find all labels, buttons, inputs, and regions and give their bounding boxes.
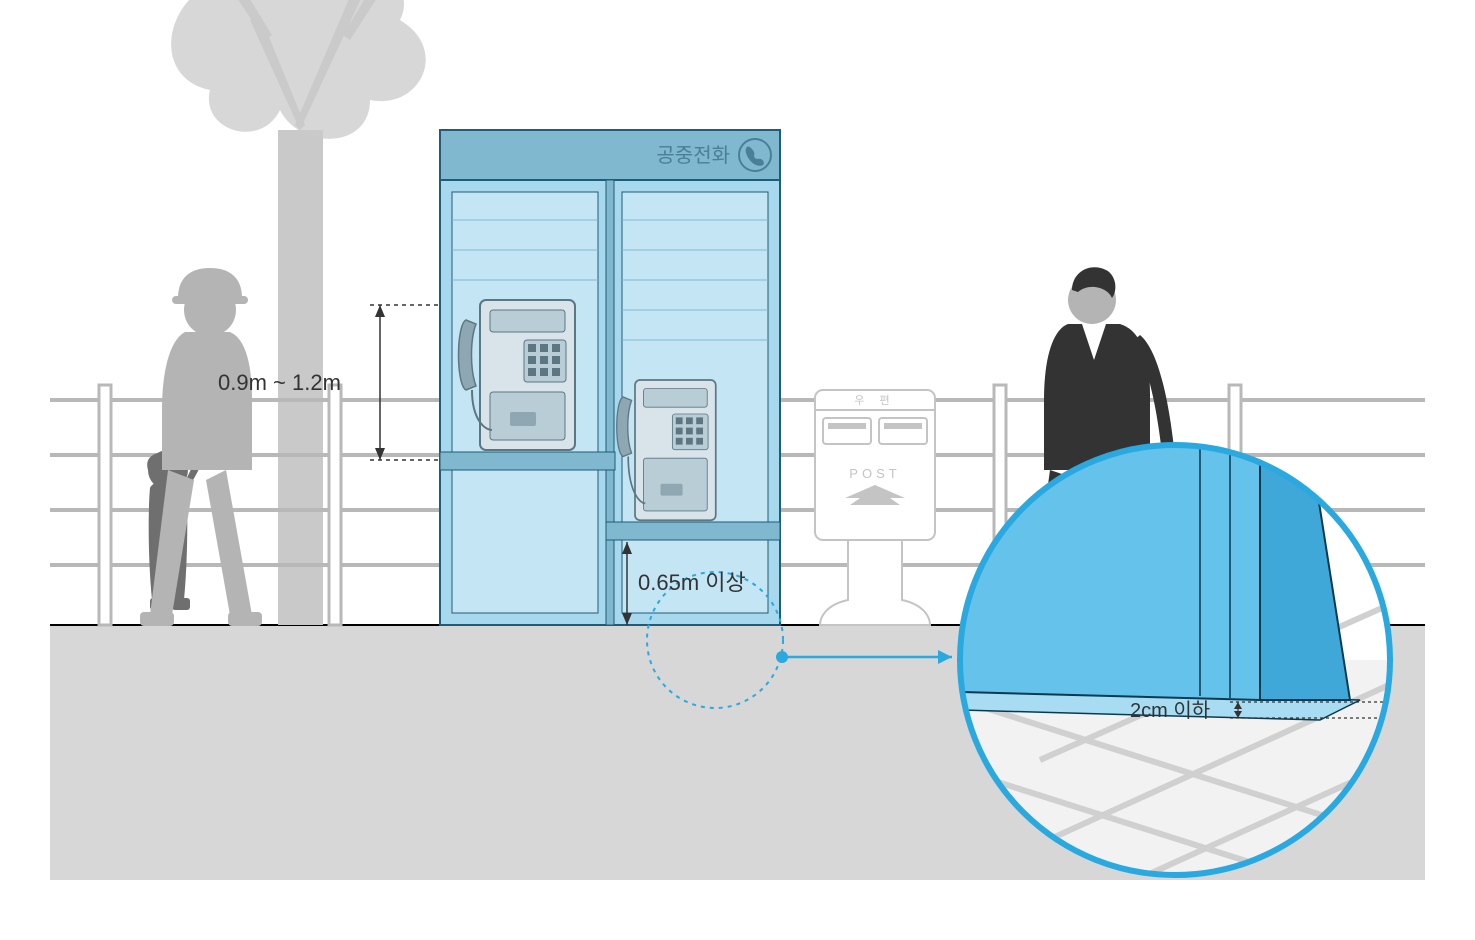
diagram-svg: 공중전화 우 편 POST (0, 0, 1475, 935)
diagram-stage: 공중전화 우 편 POST (0, 0, 1475, 935)
label-shelf-height: 0.9m ~ 1.2m (218, 370, 341, 396)
postbox-label-kr: 우 편 (854, 394, 895, 407)
family-silhouette (140, 268, 262, 626)
dimension-shelf-height (370, 305, 440, 460)
postbox-label-en: POST (849, 466, 900, 481)
label-lower-clearance: 0.65m 이상 (638, 565, 746, 597)
postbox (815, 390, 935, 625)
label-step-height: 2cm 이하 (1130, 694, 1210, 723)
booth-title: 공중전화 (656, 144, 730, 167)
